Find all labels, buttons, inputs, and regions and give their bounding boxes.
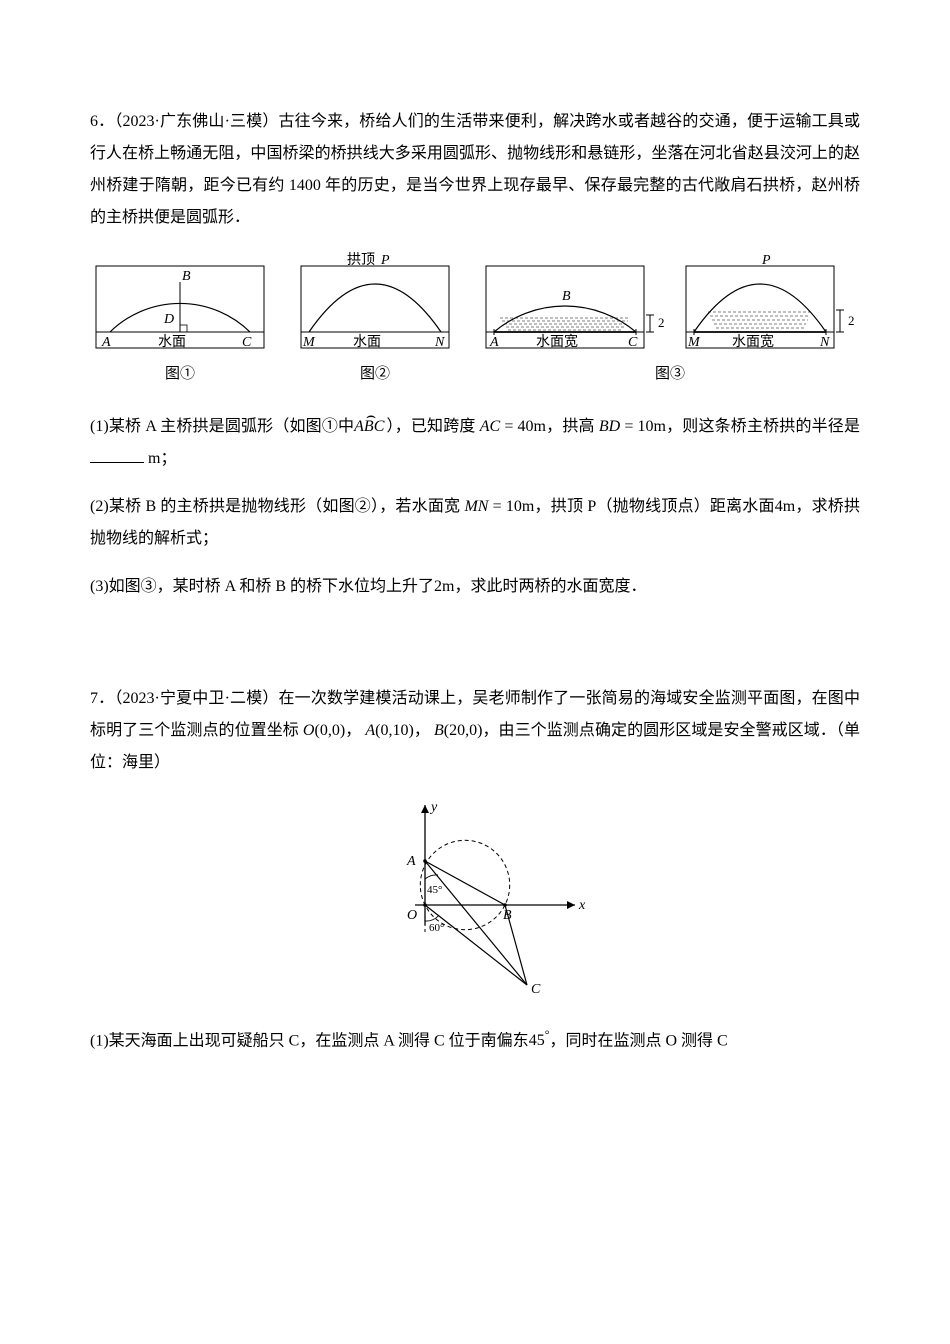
fig3a-label-A: A (489, 335, 499, 350)
q1-mid1: ），已知跨度 (386, 418, 475, 435)
q3-end: ，求此时两桥的水面宽度． (454, 578, 646, 595)
problem7-source: （2023·宁夏中卫·二模） (114, 690, 278, 707)
q2-pre: (2)某桥 B 的主桥拱是抛物线形（如图②），若水面宽 (90, 498, 460, 515)
problem-7: 7．（2023·宁夏中卫·二模）在一次数学建模活动课上，吴老师制作了一张简易的海… (90, 683, 860, 1057)
problem6-q3: (3)如图③，某时桥 A 和桥 B 的桥下水位均上升了2m，求此时两桥的水面宽度… (90, 571, 860, 603)
problem6-source: （2023·广东佛山·三模） (114, 113, 278, 130)
p7-q1-pre: (1)某天海面上出现可疑船只 C，在监测点 A 测得 C 位于南偏东 (90, 1032, 529, 1049)
q1-after: ，则这条桥主桥拱的半径是 (666, 418, 860, 435)
p7-label-O: O (407, 908, 417, 923)
q1-bd: BD = 10m (599, 418, 666, 435)
fig2-svg: 拱顶 P M N 水面 (295, 250, 455, 355)
problem7-number: 7． (90, 690, 114, 707)
fig1-caption: 图① (165, 359, 195, 389)
p7-q1-ang: 45° (529, 1032, 550, 1049)
fig2-wrap: 拱顶 P M N 水面 图② (295, 250, 455, 389)
p7-svg: A O B y x C 45° 60° (345, 795, 605, 1005)
problem6-q1: (1)某桥 A 主桥拱是圆弧形（如图①中ABC），已知跨度 AC = 40m，拱… (90, 411, 860, 475)
problem6-q2: (2)某桥 B 的主桥拱是抛物线形（如图②），若水面宽 MN = 10m，拱顶 … (90, 491, 860, 555)
p7-q1-end: ，同时在监测点 O 测得 C (550, 1032, 728, 1049)
fig2-archtop: 拱顶 (347, 252, 375, 268)
fig2-label-M: M (302, 335, 316, 350)
fig3b-label-N: N (819, 335, 830, 350)
q1-blank (90, 444, 144, 463)
problem7-intro: 7．（2023·宁夏中卫·二模）在一次数学建模活动课上，吴老师制作了一张简易的海… (90, 683, 860, 779)
q2-h: 4m (775, 498, 795, 515)
fig1-label-A: A (101, 335, 111, 350)
q2-mn: MN = 10m (464, 498, 534, 515)
problem6-figures: B D A C 水面 图① 拱顶 P M N 水面 图② (90, 250, 860, 389)
fig3a-label-B: B (562, 289, 571, 304)
q1-end: ； (160, 450, 176, 467)
fig2-caption: 图② (360, 359, 390, 389)
p7-label-y: y (429, 800, 438, 815)
problem6-number: 6． (90, 113, 114, 130)
problem-6: 6．（2023·广东佛山·三模）古往今来，桥给人们的生活带来便利，解决跨水或者越… (90, 106, 860, 603)
problem6-intro: 6．（2023·广东佛山·三模）古往今来，桥给人们的生活带来便利，解决跨水或者越… (90, 106, 860, 234)
fig3b-label-P: P (761, 253, 771, 268)
q3-pre: (3)如图③，某时桥 A 和桥 B 的桥下水位均上升了 (90, 578, 434, 595)
fig3a-svg: 2 B A C 水面宽 (480, 260, 670, 355)
q2-mid: ，拱顶 P（抛物线顶点）距离水面 (534, 498, 774, 515)
fig1-label-B: B (182, 269, 191, 284)
p7-label-C: C (531, 982, 541, 997)
q3-h: 2m (434, 578, 454, 595)
p7-O: O(0,0) (303, 722, 345, 739)
problem7-figure: A O B y x C 45° 60° (90, 795, 860, 1005)
fig1-svg: B D A C 水面 (90, 260, 270, 355)
fig3b-svg: 2 P M N 水面宽 (680, 250, 860, 355)
fig3-caption: 图③ (655, 359, 685, 389)
fig3b-two: 2 (848, 313, 855, 328)
fig1-label-D: D (163, 312, 174, 327)
fig2-water: 水面 (353, 334, 381, 350)
p7-label-x: x (578, 898, 586, 913)
fig1-label-C: C (242, 335, 252, 350)
fig1-wrap: B D A C 水面 图① (90, 260, 270, 389)
q1-mid2: ，拱高 (546, 418, 595, 435)
fig3b-label-M: M (687, 335, 701, 350)
fig2-label-N: N (434, 335, 445, 350)
p7-A: A(0,10) (365, 722, 413, 739)
fig3a-waterw: 水面宽 (536, 333, 578, 350)
problem7-q1: (1)某天海面上出现可疑船只 C，在监测点 A 测得 C 位于南偏东45°，同时… (90, 1023, 860, 1057)
p7-B: B(20,0) (434, 722, 482, 739)
fig3a-label-C: C (628, 335, 638, 350)
fig3b-waterw: 水面宽 (732, 333, 774, 350)
fig2-label-P: P (380, 253, 390, 268)
fig3-wrap: 2 B A C 水面宽 (480, 250, 860, 389)
p7-ang60: 60° (429, 922, 444, 934)
fig1-water: 水面 (158, 334, 186, 350)
p7-ang45: 45° (427, 884, 442, 896)
q1-unit: m (148, 450, 160, 467)
q1-arc: ABC (354, 411, 386, 443)
fig3a-two: 2 (658, 315, 665, 330)
p7-label-A: A (406, 854, 416, 869)
q1-ac: AC = 40m (480, 418, 546, 435)
q1-pre: (1)某桥 A 主桥拱是圆弧形（如图①中 (90, 418, 354, 435)
